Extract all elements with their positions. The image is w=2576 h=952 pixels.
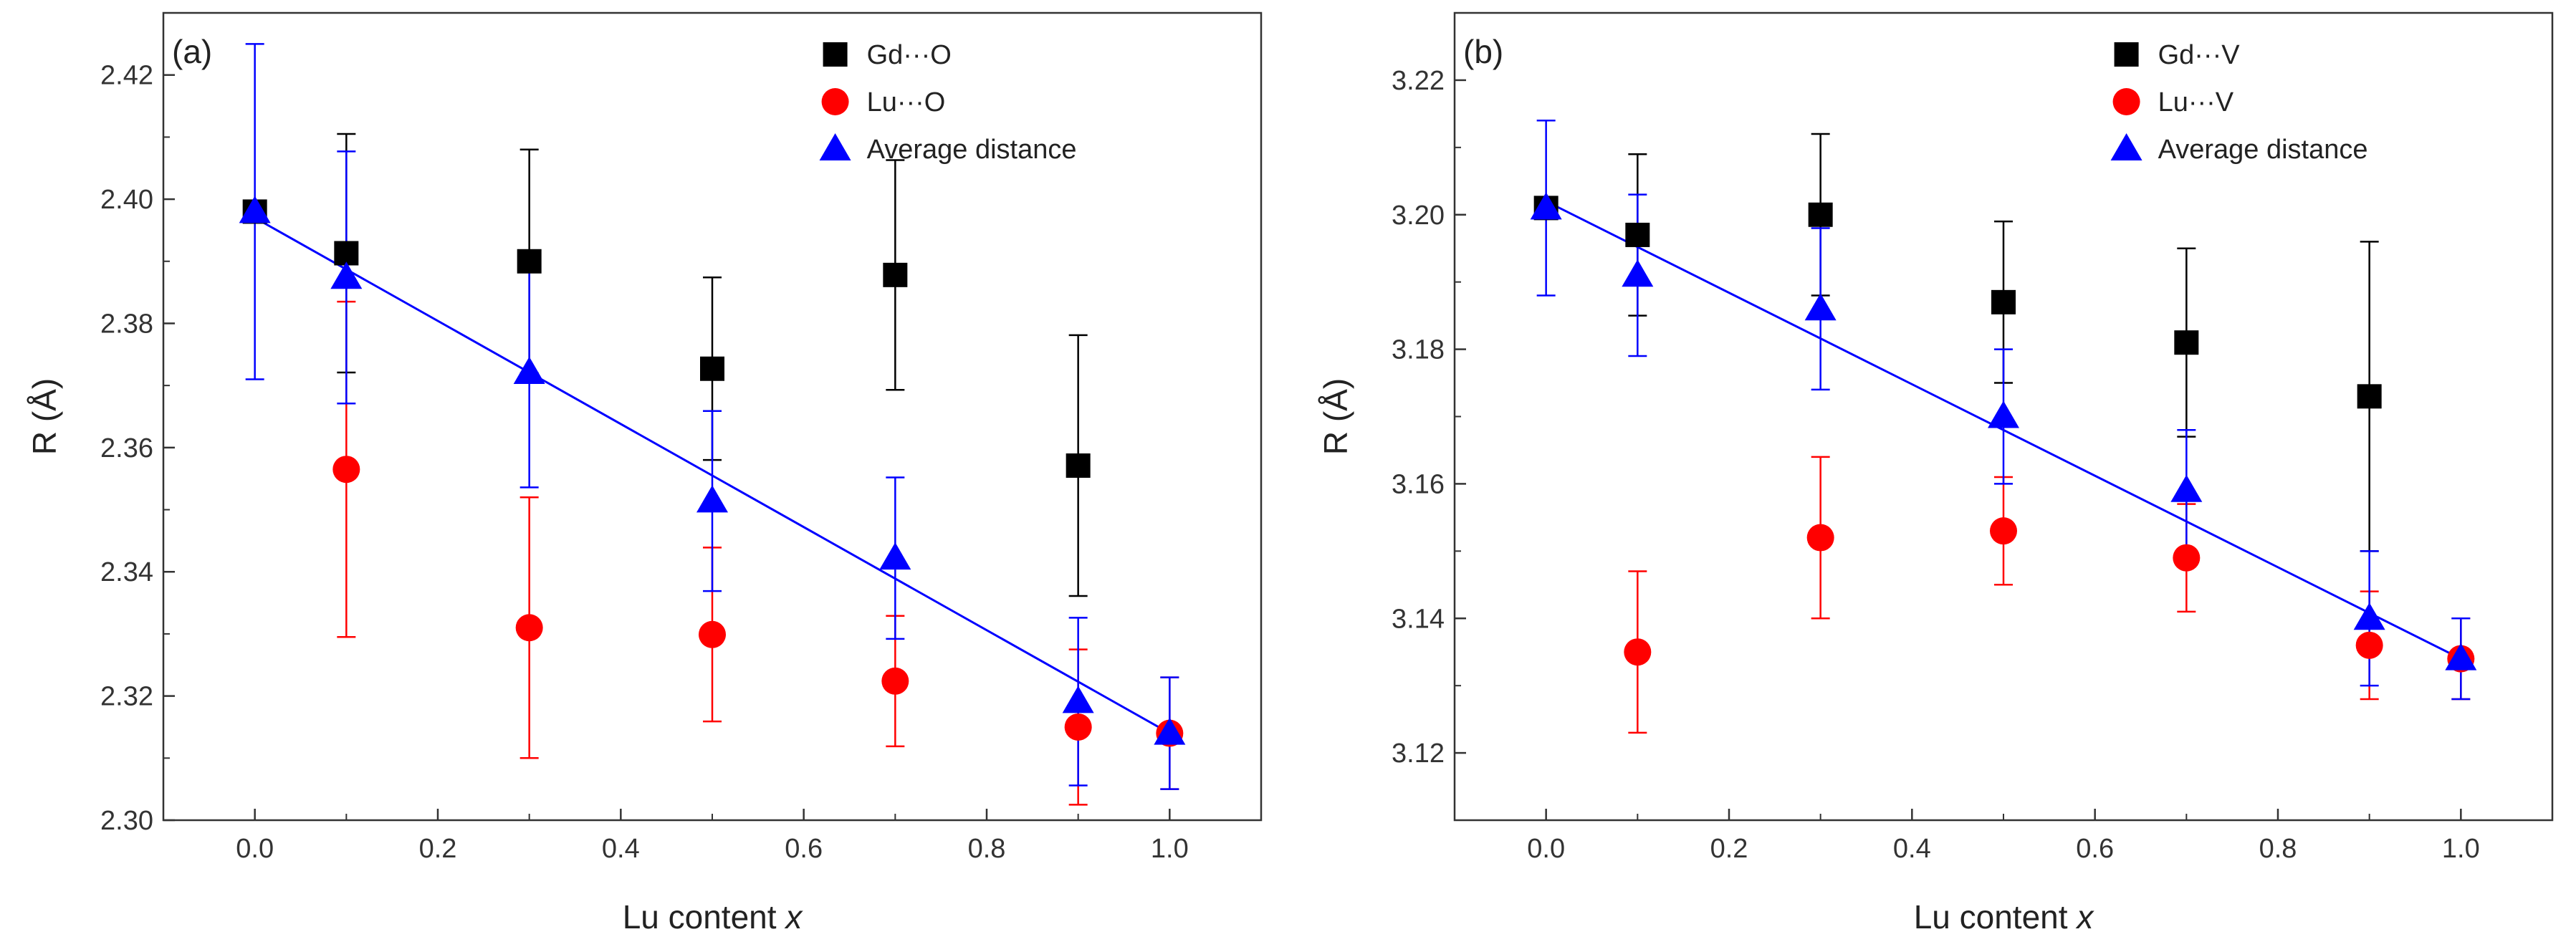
- y-tick-label: 2.34: [100, 557, 153, 587]
- legend-square-marker: [2114, 42, 2139, 67]
- x-tick-label: 0.4: [602, 834, 640, 864]
- triangle-point: [1988, 400, 2019, 428]
- x-tick-label: 0.8: [2259, 834, 2297, 864]
- x-axis-title-variable: x: [2075, 898, 2094, 936]
- legend-label: Gd···O: [867, 40, 952, 70]
- x-tick-label: 0.8: [968, 834, 1006, 864]
- panel-label: (b): [1463, 33, 1503, 70]
- x-axis-title-text: Lu content: [623, 898, 786, 936]
- x-axis-title-variable: x: [784, 898, 803, 936]
- circle-point: [2173, 544, 2201, 572]
- y-tick-label: 3.20: [1392, 201, 1445, 231]
- x-tick-label: 0.4: [1893, 834, 1931, 864]
- triangle-point: [330, 261, 363, 289]
- x-tick-label: 0.6: [2076, 834, 2114, 864]
- legend-triangle-marker: [2110, 133, 2142, 160]
- square-point: [1066, 453, 1091, 478]
- circle-point: [881, 667, 909, 695]
- y-tick-label: 3.16: [1392, 469, 1445, 499]
- panel-label: (a): [172, 33, 212, 70]
- y-tick-label: 2.40: [100, 185, 153, 215]
- y-tick-label: 3.22: [1392, 66, 1445, 96]
- circle-point: [2355, 631, 2383, 659]
- square-point: [700, 356, 724, 381]
- square-point: [883, 262, 908, 287]
- x-axis-title: Lu content x: [623, 898, 804, 936]
- legend-square-marker: [823, 42, 848, 67]
- legend-label: Average distance: [867, 135, 1077, 165]
- square-point: [334, 241, 359, 266]
- square-point: [2357, 384, 2382, 409]
- square-point: [1625, 222, 1650, 247]
- legend-circle-marker: [2112, 88, 2140, 115]
- x-tick-label: 0.0: [236, 834, 274, 864]
- y-axis-title: R (Å): [1317, 378, 1354, 455]
- y-tick-label: 2.42: [100, 61, 153, 91]
- x-axis-title-text: Lu content: [1914, 898, 2077, 936]
- x-tick-label: 0.2: [419, 834, 457, 864]
- triangle-point: [1530, 192, 1562, 220]
- square-point: [517, 249, 542, 274]
- y-tick-label: 2.38: [100, 309, 153, 339]
- circle-point: [515, 614, 543, 642]
- y-tick-label: 2.32: [100, 682, 153, 712]
- triangle-point: [879, 542, 911, 570]
- circle-point: [332, 456, 360, 484]
- circle-point: [1990, 517, 2017, 545]
- circle-point: [1624, 638, 1652, 666]
- y-tick-label: 2.36: [100, 433, 153, 463]
- x-tick-label: 1.0: [1151, 834, 1189, 864]
- panel-a-chart: 0.0 0.2 0.4 0.6 0.8 1.0 2.30 2.32 2.34 2.36 2.38 2.…: [26, 11, 1263, 936]
- x-tick-label: 0.2: [1710, 834, 1748, 864]
- triangle-point: [696, 485, 728, 513]
- triangle-point: [513, 356, 545, 384]
- legend-circle-marker: [821, 88, 849, 115]
- legend-label: Average distance: [2158, 135, 2368, 165]
- x-axis-title: Lu content x: [1914, 898, 2095, 936]
- y-axis-title: R (Å): [26, 378, 63, 455]
- legend-label: Gd···V: [2158, 40, 2241, 70]
- x-tick-label: 0.6: [785, 834, 823, 864]
- triangle-point: [1154, 717, 1186, 745]
- triangle-point: [1062, 686, 1094, 713]
- triangle-point: [2353, 602, 2385, 630]
- triangle-point: [2445, 643, 2477, 670]
- y-tick-label: 2.30: [100, 806, 153, 836]
- legend-label: Lu···O: [867, 87, 946, 117]
- legend-triangle-marker: [819, 133, 851, 160]
- circle-point: [1064, 713, 1092, 741]
- x-tick-label: 0.0: [1527, 834, 1565, 864]
- legend-label: Lu···V: [2158, 87, 2234, 117]
- y-tick-label: 3.12: [1392, 739, 1445, 769]
- x-tick-label: 1.0: [2442, 834, 2480, 864]
- circle-point: [699, 620, 726, 648]
- triangle-point: [2170, 474, 2203, 502]
- panel-b-chart: 0.0 0.2 0.4 0.6 0.8 1.0 3.12 3.14 3.16 3.18 3.20 3.…: [1317, 11, 2554, 936]
- square-point: [1808, 202, 1833, 227]
- triangle-point: [1804, 293, 1837, 321]
- square-point: [1991, 289, 2016, 314]
- square-point: [2174, 330, 2199, 355]
- triangle-point: [1622, 259, 1654, 287]
- triangle-point: [239, 196, 271, 223]
- y-tick-label: 3.18: [1392, 335, 1445, 365]
- y-tick-label: 3.14: [1392, 604, 1445, 634]
- circle-point: [1806, 524, 1834, 552]
